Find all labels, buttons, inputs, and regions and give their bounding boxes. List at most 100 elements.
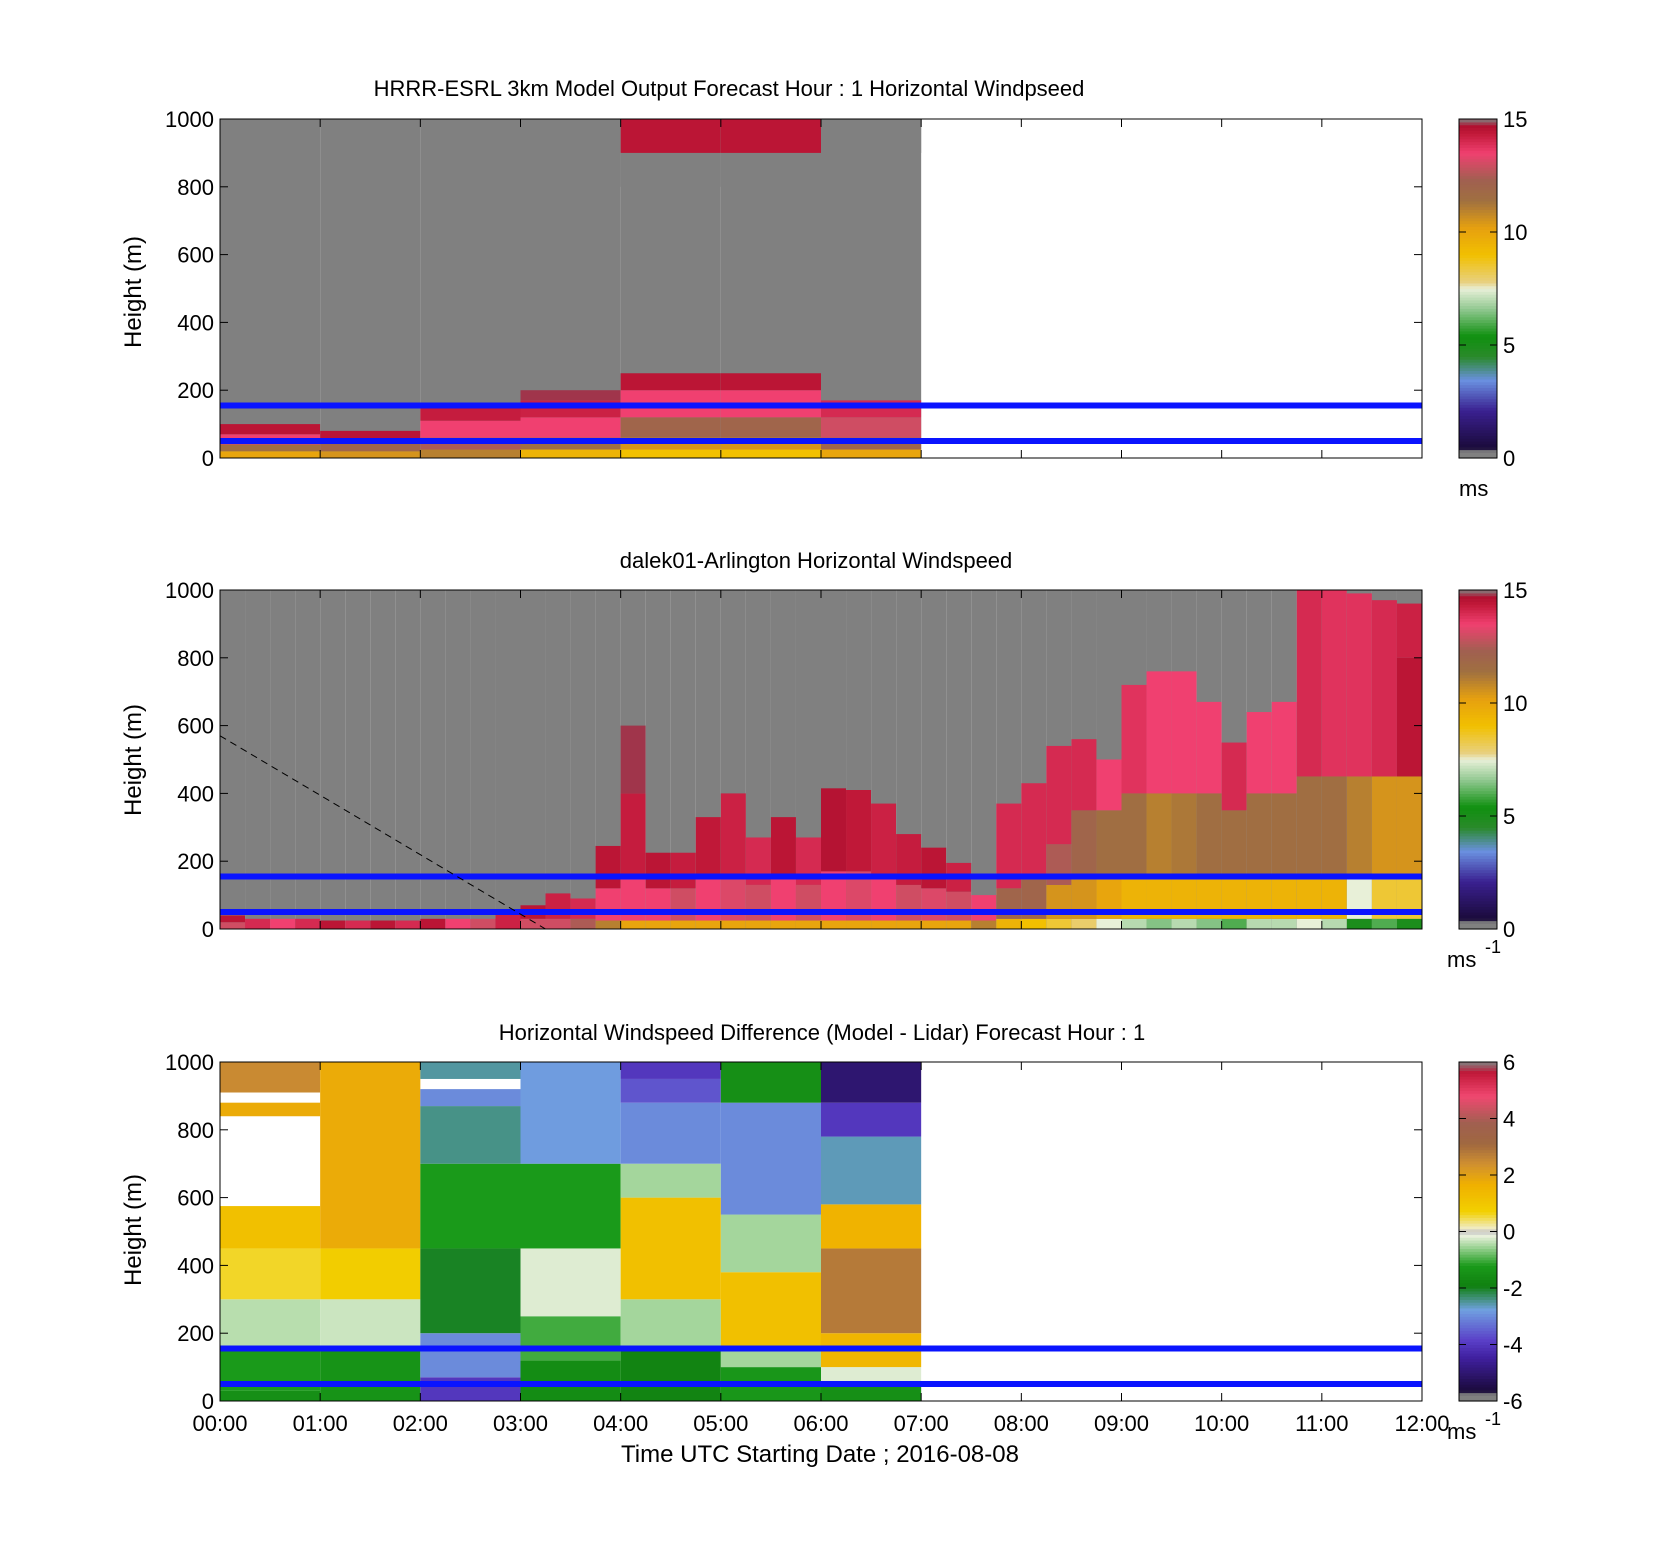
heatmap-cell: [595, 888, 621, 921]
colorbar-segment: [1459, 1276, 1497, 1281]
colorbar-segment: [1459, 1381, 1497, 1385]
heatmap-column: [921, 590, 947, 929]
heatmap-cell: [420, 1062, 521, 1079]
colorbar-segment: [1459, 1223, 1497, 1227]
colorbar-segment: [1459, 432, 1497, 436]
colorbar-segment: [1459, 900, 1497, 905]
colorbar-segment: [1459, 350, 1497, 355]
y-tick-label: 1000: [165, 107, 214, 132]
heatmap-cell: [445, 918, 471, 929]
heatmap-column: [220, 1062, 321, 1401]
colorbar-segment: [1459, 824, 1497, 828]
colorbar-segment: [1459, 345, 1497, 349]
colorbar-segment: [1459, 155, 1497, 160]
colorbar-segment: [1459, 917, 1497, 922]
colorbar-segment: [1459, 280, 1497, 284]
heatmap-cell: [896, 884, 922, 921]
colorbar-segment: [1459, 305, 1497, 309]
colorbar-segment: [1459, 1350, 1497, 1354]
y-tick-label: 400: [177, 781, 214, 806]
colorbar-segment: [1459, 782, 1497, 786]
y-tick-label: 0: [202, 1389, 214, 1414]
heatmap-cell: [1121, 793, 1147, 879]
x-tick-label: 06:00: [793, 1411, 848, 1436]
colorbar-segment: [1459, 359, 1497, 363]
heatmap-cell: [320, 1062, 421, 1249]
colorbar-segment: [1459, 441, 1497, 445]
colorbar-segment: [1459, 404, 1497, 408]
y-tick-label: 200: [177, 849, 214, 874]
heatmap-cell: [620, 725, 646, 794]
colorbar: 0 5 10 15 ms -1: [1447, 578, 1527, 972]
column-background: [395, 590, 421, 929]
colorbar-segment: [1459, 1141, 1497, 1145]
colorbar-segment: [1459, 691, 1497, 696]
colorbar-segment: [1459, 169, 1497, 174]
colorbar-segment: [1459, 254, 1497, 259]
colorbar-segment: [1459, 767, 1497, 772]
heatmap-cell: [745, 884, 771, 921]
heatmap-cell: [846, 790, 872, 872]
colorbar-segment: [1459, 1384, 1497, 1388]
colorbar-segment: [1459, 1177, 1497, 1182]
colorbar-segment: [1459, 1189, 1497, 1193]
colorbar-segment: [1459, 1084, 1497, 1089]
colorbar-segment: [1459, 246, 1497, 250]
axis-ticks: 0 200 400 600 800 1000 00:00 01:00 02:00 03:00 04:…: [165, 1050, 1449, 1436]
colorbar-segment: [1459, 1369, 1497, 1374]
colorbar-segment: [1459, 1062, 1497, 1066]
colorbar-segment: [1459, 810, 1497, 814]
heatmap-cell: [821, 1136, 922, 1205]
colorbar-segment: [1459, 923, 1497, 927]
heatmap-cell: [1146, 918, 1172, 929]
heatmap-column: [420, 590, 446, 929]
heatmap-cell: [620, 1062, 721, 1079]
colorbar-segment: [1459, 1112, 1497, 1117]
heatmap-column: [595, 590, 621, 929]
heatmap-layer: [220, 590, 1422, 929]
heatmap-column: [1346, 590, 1372, 929]
heatmap-cell: [1096, 918, 1122, 929]
colorbar-segment: [1459, 776, 1497, 780]
colorbar-segment: [1459, 438, 1497, 442]
heatmap-cell: [896, 920, 922, 929]
colorbar-segment: [1459, 418, 1497, 422]
colorbar-segment: [1459, 1338, 1497, 1343]
heatmap-column: [1096, 590, 1122, 929]
colorbar-segment: [1459, 232, 1497, 236]
heatmap-column: [821, 1062, 922, 1401]
heatmap-cell: [1046, 918, 1072, 929]
colorbar-segment: [1459, 909, 1497, 913]
colorbar-segment: [1459, 1175, 1497, 1179]
x-tick-label: 11:00: [1295, 1411, 1348, 1436]
colorbar-segment: [1459, 119, 1497, 123]
colorbar-segment: [1459, 426, 1497, 431]
colorbar-segment: [1459, 200, 1497, 205]
colorbar-segment: [1459, 1364, 1497, 1368]
panel-difference: Horizontal Windspeed Difference (Model -…: [120, 1020, 1523, 1468]
y-tick-label: 600: [177, 1186, 214, 1211]
heatmap-cell: [545, 918, 571, 929]
heatmap-cell: [1096, 759, 1122, 811]
colorbar-segment: [1459, 1392, 1497, 1396]
heatmap-cell: [320, 1248, 421, 1300]
heatmap-cell: [1321, 776, 1347, 879]
heatmap-cell: [220, 1062, 321, 1093]
colorbar-segment: [1459, 229, 1497, 233]
heatmap-cell: [846, 920, 872, 929]
colorbar-segment: [1459, 167, 1497, 171]
heatmap-cell: [821, 449, 922, 458]
colorbar-segment: [1459, 1327, 1497, 1331]
colorbar-unit-exponent: -1: [1485, 937, 1501, 957]
heatmap-cell: [220, 444, 321, 452]
colorbar-segment: [1459, 1304, 1497, 1309]
colorbar-segment: [1459, 914, 1497, 919]
heatmap-column: [720, 1062, 821, 1401]
colorbar-segment: [1459, 1319, 1497, 1323]
colorbar-segment: [1459, 1095, 1497, 1100]
colorbar-segment: [1459, 1194, 1497, 1199]
colorbar-segment: [1459, 847, 1497, 851]
colorbar-segment: [1459, 257, 1497, 261]
heatmap-layer: [220, 119, 922, 458]
colorbar-segment: [1459, 635, 1497, 639]
